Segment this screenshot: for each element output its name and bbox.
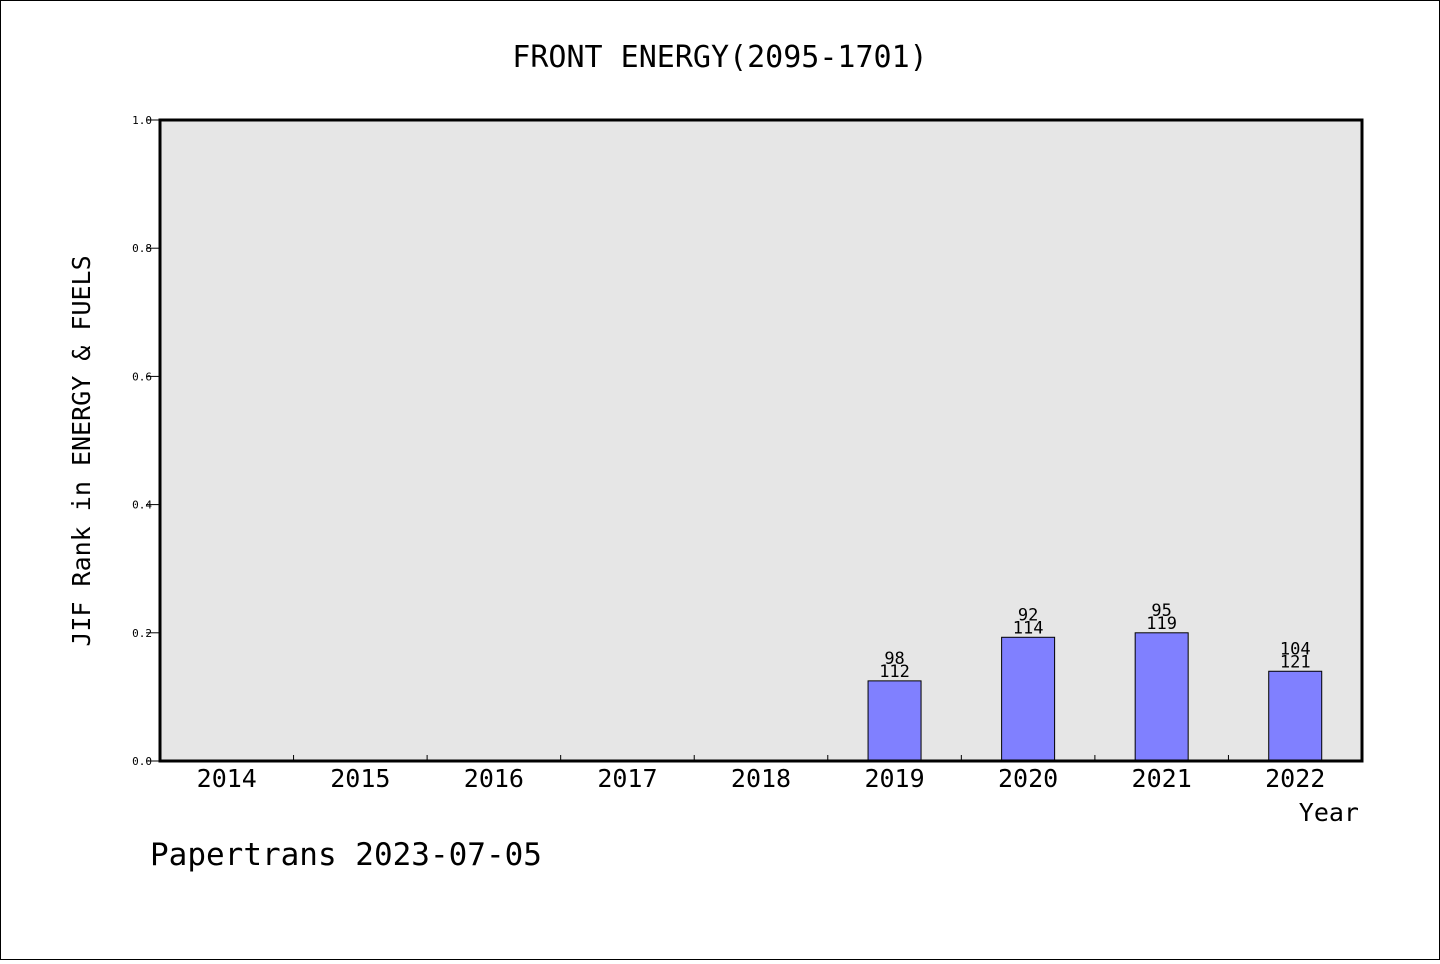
y-axis-label: JIF Rank in ENERGY & FUELS xyxy=(67,255,96,646)
bar-rank-label: 98 xyxy=(884,649,904,669)
bar xyxy=(867,680,922,762)
y-tick-label: 0.6 xyxy=(132,370,152,383)
bar-rank-label: 104 xyxy=(1280,639,1311,659)
x-tick-label: 2021 xyxy=(1132,764,1192,793)
bar-rank-label: 95 xyxy=(1151,601,1171,621)
footer-text: Papertrans 2023-07-05 xyxy=(150,837,542,873)
bar xyxy=(1001,636,1056,762)
y-tick-label: 0.8 xyxy=(132,242,152,255)
y-tick-label: 1.0 xyxy=(132,114,152,127)
x-axis-label: Year xyxy=(1299,798,1359,827)
y-axis-ticks: 0.0 0.2 0.4 0.6 0.8 1.0 xyxy=(132,114,160,768)
bar-total-label: 121 xyxy=(1280,652,1311,672)
chart-title: FRONT ENERGY(2095-1701) xyxy=(512,40,927,75)
x-tick-label: 2019 xyxy=(864,764,924,793)
bar xyxy=(1268,670,1323,762)
x-axis-ticks: 2014 2015 2016 2017 2018 2019 2020 2021 2022 xyxy=(197,755,1325,793)
x-tick-label: 2022 xyxy=(1265,764,1325,793)
x-tick-label: 2017 xyxy=(597,764,657,793)
bar-total-label: 114 xyxy=(1013,618,1044,638)
bar-rank-label: 92 xyxy=(1018,605,1038,625)
x-tick-label: 2014 xyxy=(197,764,257,793)
bar-total-label: 112 xyxy=(879,662,910,682)
x-tick-label: 2016 xyxy=(464,764,524,793)
plot-border xyxy=(158,118,1364,763)
bars-group xyxy=(867,632,1323,762)
y-tick-label: 0.4 xyxy=(132,499,152,512)
y-tick-label: 0.2 xyxy=(132,627,152,640)
y-tick-label: 0.0 xyxy=(132,755,152,768)
x-tick-label: 2020 xyxy=(998,764,1058,793)
x-tick-label: 2018 xyxy=(731,764,791,793)
bar xyxy=(1134,632,1189,762)
bar-total-label: 119 xyxy=(1146,614,1177,634)
x-tick-label: 2015 xyxy=(330,764,390,793)
